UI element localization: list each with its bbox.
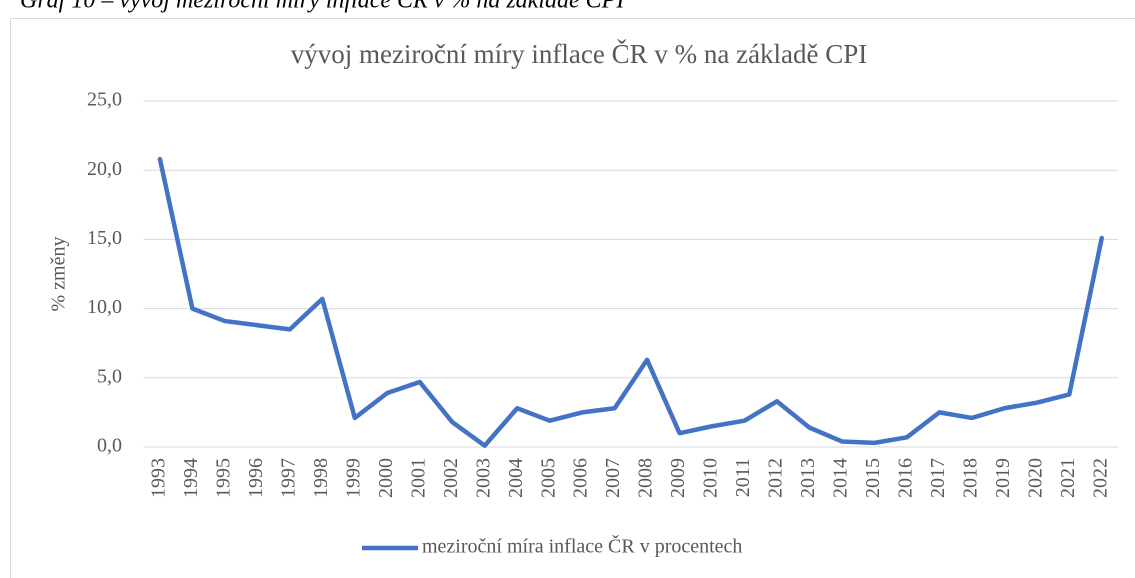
y-tick-label: 20,0 (87, 158, 122, 180)
x-tick-label: 2010 (700, 458, 722, 498)
line (157, 156, 1105, 448)
y-tick-label: 10,0 (87, 296, 122, 318)
x-tick-label: 2012 (765, 458, 787, 498)
x-tick-label: 2022 (1089, 458, 1111, 498)
x-tick-label: 2004 (505, 458, 527, 498)
y-tick-label: 25,0 (87, 89, 122, 111)
x-tick-label: 2019 (992, 458, 1014, 498)
x-tick-label: 1996 (245, 458, 267, 498)
y-tick-label: 0,0 (97, 435, 122, 457)
chart-frame (10, 18, 1135, 578)
x-tick-label: 2015 (862, 458, 884, 498)
x-tick-label: 2006 (570, 458, 592, 498)
x-tick-label: 2013 (797, 458, 819, 498)
x-tick-label: 2020 (1024, 458, 1046, 498)
y-tick-label: 5,0 (97, 365, 122, 387)
x-tick-label: 2003 (472, 458, 494, 498)
x-tick-label: 2017 (927, 458, 949, 498)
chart-title: vývoj meziroční míry inflace ČR v % na z… (291, 39, 868, 69)
x-tick-label: 2005 (537, 458, 559, 498)
legend-label: meziroční míra inflace ČR v procentech (422, 534, 742, 558)
x-tick-label: 2007 (602, 458, 624, 498)
x-tick-label: 2009 (667, 458, 689, 498)
x-tick-label: 2011 (732, 458, 754, 497)
y-axis-label: % změny (48, 237, 70, 312)
x-tick-label: 1997 (277, 458, 299, 498)
x-tick-label: 2021 (1057, 458, 1079, 498)
x-tick-label: 1994 (180, 458, 202, 498)
x-tick-label: 2002 (440, 458, 462, 498)
x-tick-label: 2001 (407, 458, 429, 498)
x-tick-label: 1995 (212, 458, 234, 498)
x-tick-label: 1993 (148, 458, 170, 498)
x-tick-label: 2018 (959, 458, 981, 498)
x-tick-label: 2000 (375, 458, 397, 498)
x-tick-label: 1998 (310, 458, 332, 498)
y-tick-label: 15,0 (87, 227, 122, 249)
x-tick-label: 2016 (894, 458, 916, 498)
x-tick-label: 2008 (635, 458, 657, 498)
x-tick-label: 2014 (830, 458, 852, 498)
x-tick-label: 1999 (342, 458, 364, 498)
caption: Graf 10 – vývoj meziroční míry inflace Č… (20, 0, 625, 14)
